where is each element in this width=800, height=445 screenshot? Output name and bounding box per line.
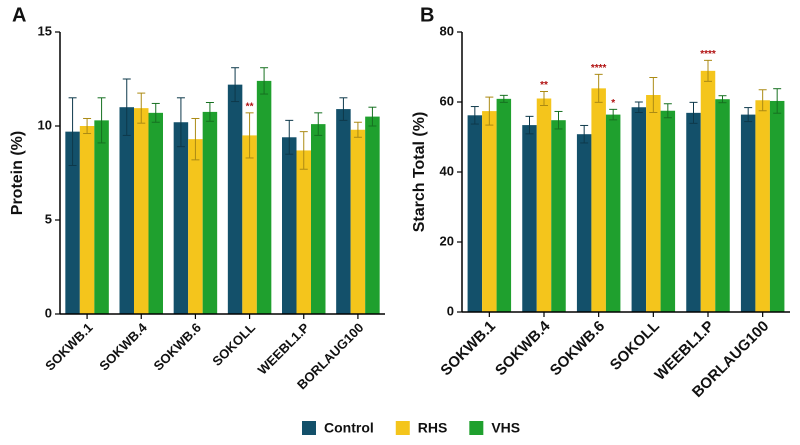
panel-label: B [420,4,434,26]
bar [336,109,351,314]
y-tick-label: 20 [440,233,454,248]
significance-label: **** [591,63,607,74]
bar [296,150,311,314]
significance-label: * [611,98,615,109]
x-tick-label: SOKWB.1 [437,318,499,380]
bar [227,84,243,314]
bar [79,126,95,314]
y-tick-label: 0 [447,303,454,318]
bar [522,125,537,312]
bar [576,134,592,312]
y-tick-label: 0 [45,305,52,320]
y-axis-title: Starch Total (%) [411,112,428,233]
bar [646,95,661,312]
bar [119,107,134,314]
bar [536,98,552,312]
bar [700,70,716,312]
y-tick-label: 10 [38,117,52,132]
legend-swatch [469,421,484,435]
bar [188,139,203,314]
bar [311,124,326,315]
x-tick-label: SOKWB.6 [547,318,609,380]
bar [242,135,257,314]
legend-label: VHS [491,420,520,436]
bar [482,111,497,312]
bar [591,88,606,312]
y-axis-title: Protein (%) [9,131,26,215]
bar [467,115,483,312]
bar [660,110,676,312]
bar [65,131,80,314]
x-tick-label: SOKWB.6 [150,320,204,374]
x-tick-label: SOKOLL [607,318,663,374]
x-tick-label: SOKWB.4 [492,317,554,379]
y-tick-label: 5 [45,211,52,226]
bar [256,80,272,314]
bar [365,116,380,314]
bar [282,137,297,314]
y-tick-label: 60 [440,93,454,108]
panel-label: A [12,4,26,26]
bar [202,111,218,315]
bar [148,112,163,314]
bar [715,99,730,312]
legend-label: RHS [418,420,448,436]
bar [631,107,647,312]
legend-swatch [395,421,410,435]
bar [686,112,701,312]
bar [134,108,149,314]
bar [94,120,109,314]
bar [551,120,566,312]
bar [740,114,756,312]
bar [350,129,366,314]
legend-label: Control [324,420,374,436]
y-tick-label: 40 [440,163,454,178]
bar [769,100,785,312]
bar [755,100,770,312]
x-tick-label: WEEBL1.P [255,320,313,378]
x-tick-label: SOKWB.4 [96,319,150,373]
bar [605,114,621,312]
significance-label: **** [700,49,716,60]
x-tick-label: SOKWB.1 [42,320,96,374]
significance-label: ** [246,101,254,112]
x-tick-label: SOKOLL [209,320,258,369]
significance-label: ** [540,80,548,91]
y-tick-label: 80 [440,23,454,38]
bar [173,122,189,315]
legend-swatch [302,421,316,435]
y-tick-label: 15 [38,23,52,38]
bar [496,98,512,312]
